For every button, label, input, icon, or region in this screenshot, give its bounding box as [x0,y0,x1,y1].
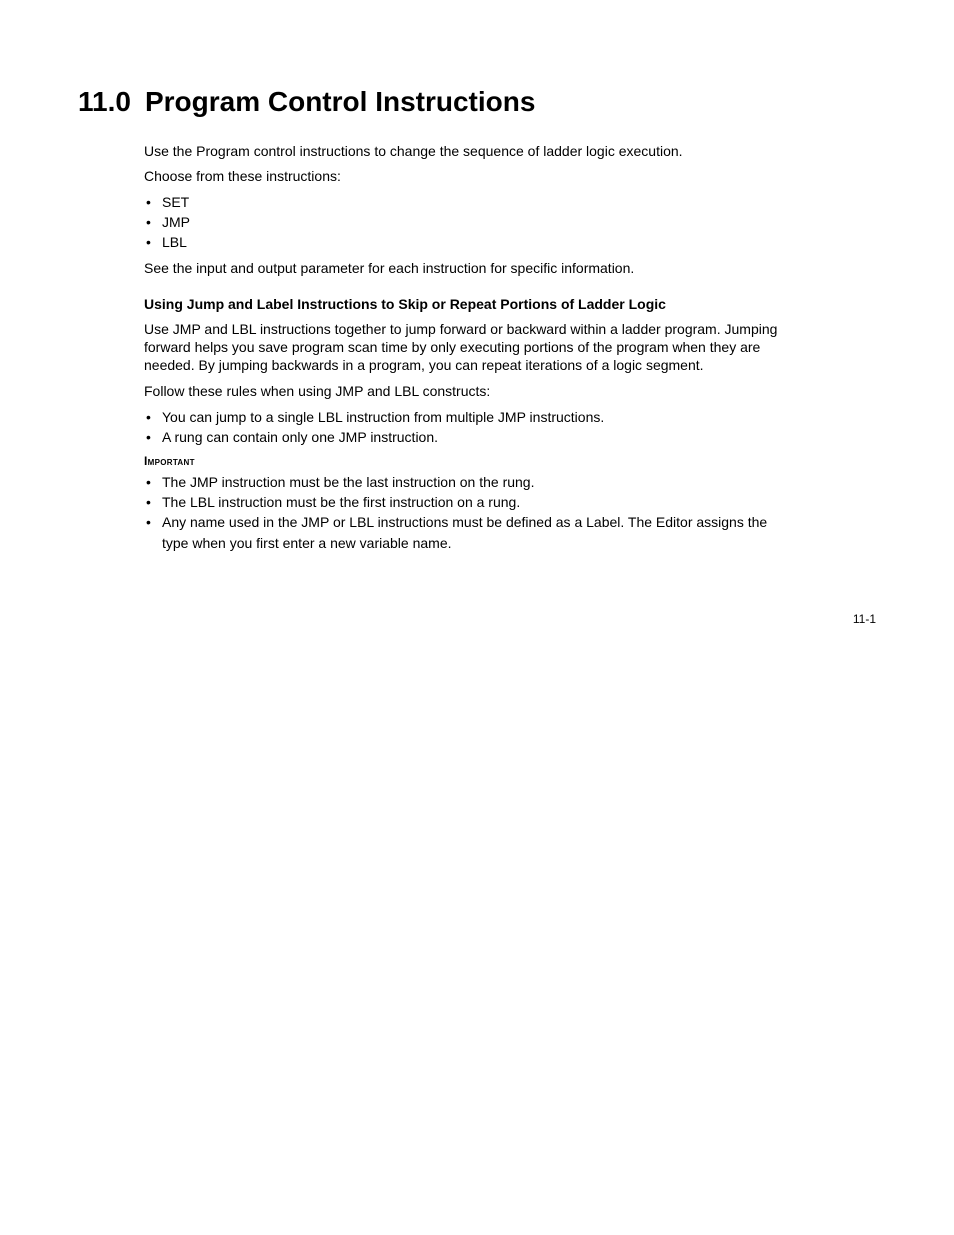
important-label: Important [144,454,784,468]
intro-paragraph-3: See the input and output parameter for e… [144,259,784,278]
document-page: 11.0 Program Control Instructions Use th… [0,0,954,553]
page-number: 11-1 [853,612,876,626]
list-item: The JMP instruction must be the last ins… [144,472,784,492]
important-list: The JMP instruction must be the last ins… [144,472,784,553]
list-item: The LBL instruction must be the first in… [144,492,784,512]
rules-list: You can jump to a single LBL instruction… [144,407,784,448]
list-item: SET [144,192,784,212]
instruction-list: SET JMP LBL [144,192,784,253]
intro-paragraph-1: Use the Program control instructions to … [144,142,784,161]
list-item: Any name used in the JMP or LBL instruct… [144,512,784,553]
chapter-heading: 11.0 Program Control Instructions [78,86,876,118]
section-subheading: Using Jump and Label Instructions to Ski… [144,296,784,312]
list-item: JMP [144,212,784,232]
list-item: You can jump to a single LBL instruction… [144,407,784,427]
section-paragraph-2: Follow these rules when using JMP and LB… [144,382,784,401]
list-item: A rung can contain only one JMP instruct… [144,427,784,447]
chapter-number: 11.0 [78,86,131,118]
section-paragraph-1: Use JMP and LBL instructions together to… [144,320,784,375]
list-item: LBL [144,232,784,252]
intro-paragraph-2: Choose from these instructions: [144,167,784,186]
content-body: Use the Program control instructions to … [144,142,784,553]
chapter-title: Program Control Instructions [145,86,535,118]
